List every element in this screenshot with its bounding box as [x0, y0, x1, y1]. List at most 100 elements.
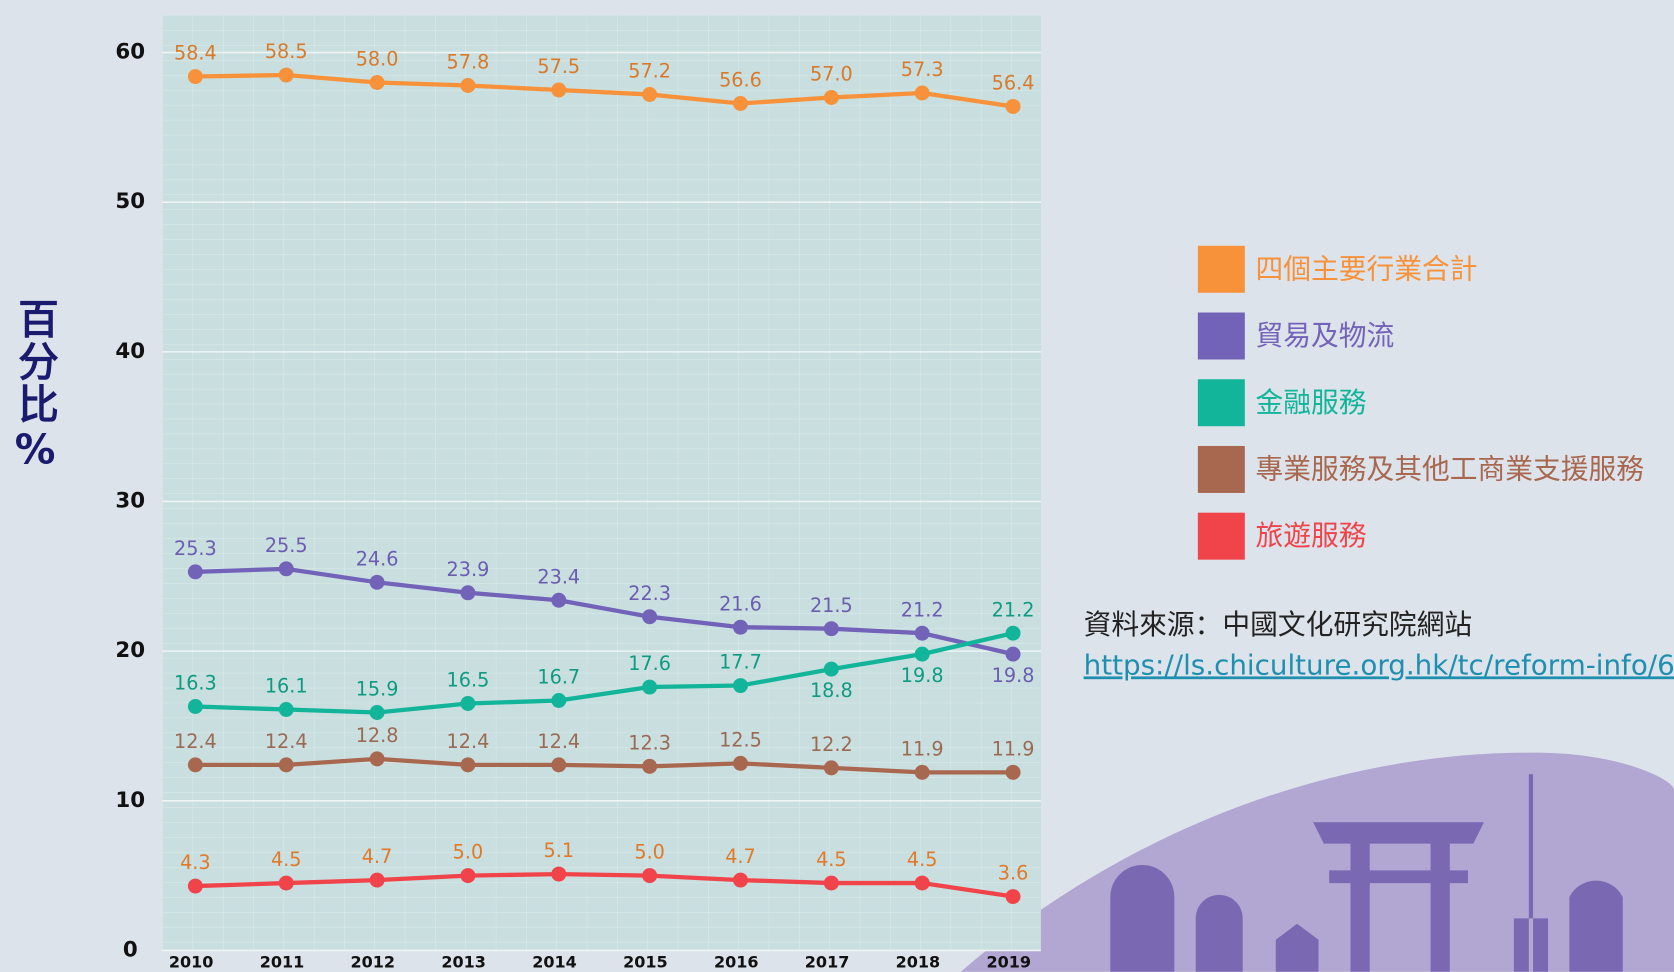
data-point: [369, 872, 385, 888]
data-point: [733, 755, 748, 771]
data-point: [823, 760, 839, 776]
data-point: [1005, 764, 1021, 780]
data-point: [823, 90, 839, 105]
legend-label: 旅遊服務: [1256, 519, 1367, 552]
x-tick-label: 2015: [623, 953, 668, 972]
data-point: [187, 878, 203, 894]
x-tick-label: 2013: [441, 953, 486, 972]
data-label: 21.2: [992, 598, 1035, 621]
data-point: [278, 702, 294, 717]
x-tick-label: 2011: [260, 953, 305, 972]
data-point: [642, 87, 658, 102]
data-label: 25.5: [265, 534, 308, 557]
data-label: 17.6: [628, 652, 671, 675]
skyline: [1110, 774, 1623, 972]
data-point: [460, 585, 476, 601]
source-link[interactable]: https://ls.chiculture.org.hk/tc/reform-i…: [1084, 648, 1674, 681]
data-point: [1005, 889, 1021, 905]
x-tick-label: 2018: [896, 953, 941, 972]
data-point: [187, 69, 203, 85]
data-label: 57.8: [447, 51, 490, 74]
data-label: 16.3: [174, 672, 217, 695]
data-label: 4.3: [180, 851, 211, 874]
data-label: 25.3: [174, 537, 217, 560]
y-tick-label: 10: [115, 788, 145, 813]
y-tick-label: 40: [115, 339, 145, 364]
data-point: [642, 868, 658, 884]
legend-label: 貿易及物流: [1256, 319, 1395, 352]
legend-swatch: [1197, 445, 1245, 493]
y-tick-label: 20: [115, 638, 145, 663]
data-label: 12.8: [356, 724, 399, 747]
data-point: [369, 574, 385, 590]
data-label: 12.5: [719, 728, 762, 751]
data-label: 16.1: [265, 675, 308, 698]
data-label: 4.5: [907, 848, 938, 871]
legend-label: 專業服務及其他工商業支援服務: [1256, 453, 1645, 486]
data-label: 58.5: [265, 40, 308, 63]
data-label: 4.5: [271, 848, 302, 871]
data-point: [733, 678, 748, 694]
data-label: 18.8: [810, 679, 853, 702]
data-label: 4.7: [362, 845, 393, 868]
data-label: 23.4: [537, 565, 580, 588]
x-tick-label: 2019: [987, 953, 1032, 972]
data-label: 24.6: [356, 547, 399, 570]
data-point: [823, 661, 839, 677]
x-tick-label: 2012: [351, 953, 396, 972]
legend-swatch: [1197, 512, 1245, 560]
data-point: [733, 95, 748, 111]
data-label: 19.8: [992, 664, 1035, 687]
data-label: 57.0: [810, 63, 853, 86]
legend-swatch: [1197, 379, 1245, 427]
data-point: [369, 751, 385, 767]
y-tick-label: 0: [123, 937, 138, 962]
data-label: 5.0: [453, 841, 484, 864]
legend-swatch: [1197, 245, 1245, 293]
x-tick-label: 2014: [532, 953, 577, 972]
data-point: [914, 875, 930, 891]
data-label: 16.7: [537, 666, 580, 689]
data-point: [278, 67, 294, 83]
data-label: 23.9: [447, 558, 490, 581]
y-tick-label: 50: [115, 189, 145, 214]
data-label: 17.7: [719, 651, 762, 674]
x-tick-label: 2016: [714, 953, 759, 972]
data-point: [914, 764, 930, 780]
data-label: 57.2: [628, 60, 671, 83]
data-label: 21.6: [719, 592, 762, 615]
data-label: 19.8: [901, 664, 944, 687]
series-line: [195, 631, 1014, 715]
data-point: [460, 78, 476, 93]
data-label: 57.5: [537, 55, 580, 78]
data-point: [914, 646, 930, 662]
legend-label: 四個主要行業合計: [1256, 252, 1478, 285]
data-label: 3.6: [998, 862, 1029, 885]
data-point: [278, 561, 294, 577]
data-label: 21.2: [901, 598, 944, 621]
data-label: 56.6: [719, 69, 762, 92]
data-label: 12.4: [265, 730, 308, 753]
data-point: [278, 875, 294, 891]
series-line: [195, 756, 1014, 775]
x-tick-label: 2017: [805, 953, 850, 972]
plot-area: [162, 15, 1041, 951]
data-point: [369, 75, 385, 90]
data-point: [187, 564, 203, 580]
data-point: [551, 592, 567, 608]
data-label: 5.0: [634, 841, 665, 864]
data-label: 56.4: [992, 72, 1035, 95]
y-axis-title: 百分比%: [11, 298, 59, 476]
data-point: [1005, 98, 1021, 114]
data-point: [369, 705, 385, 720]
data-label: 12.4: [174, 730, 217, 753]
data-point: [823, 621, 839, 637]
x-tick-label: 2010: [169, 953, 214, 972]
data-label: 58.0: [356, 48, 399, 71]
data-point: [460, 868, 476, 884]
data-label: 15.9: [356, 678, 399, 701]
data-point: [460, 696, 476, 711]
series-line: [195, 871, 1014, 899]
data-label: 12.4: [447, 730, 490, 753]
